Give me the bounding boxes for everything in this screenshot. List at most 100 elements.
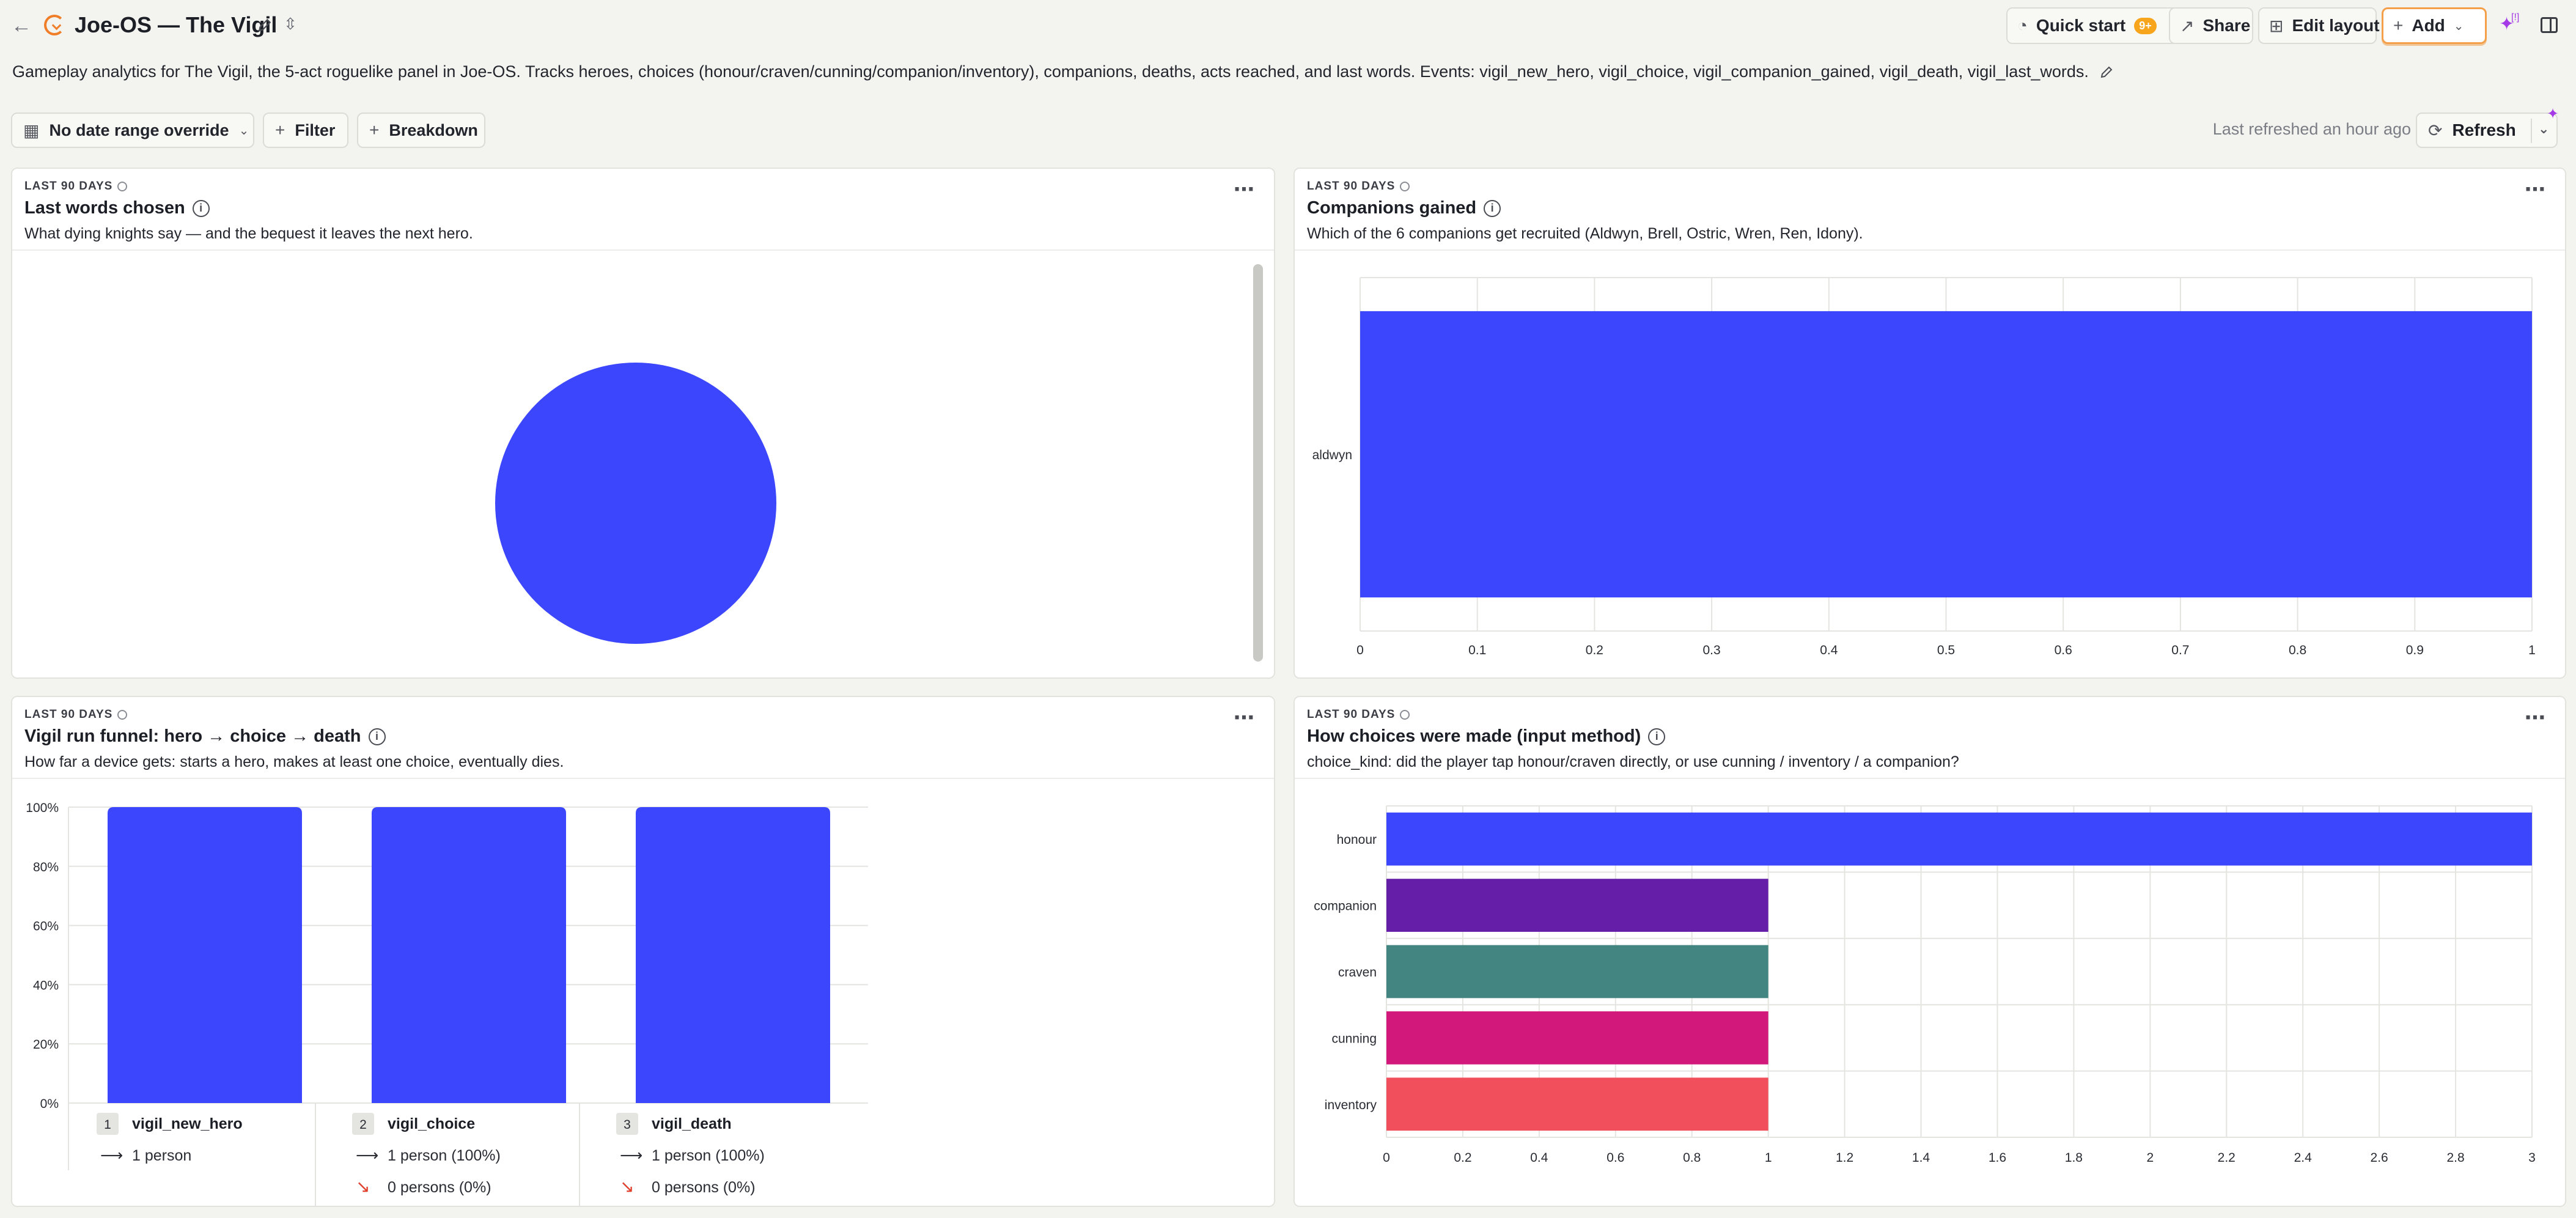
card-separator <box>12 778 1274 779</box>
step-count: 1 person (100%) <box>652 1147 765 1164</box>
card-title[interactable]: How choices were made (input method) i <box>1307 726 1666 747</box>
info-icon[interactable]: i <box>1648 728 1666 745</box>
step-name: vigil_new_hero <box>132 1115 243 1132</box>
card-title[interactable]: Last words chosen i <box>24 198 210 218</box>
clock-icon <box>1400 182 1410 191</box>
card-title[interactable]: Companions gained i <box>1307 198 1501 218</box>
x-tick-label: 0 <box>1356 643 1364 657</box>
refresh-button[interactable]: ⟳ Refresh ⌄ <box>2416 113 2558 148</box>
arrow-right-icon: ⟶ <box>620 1146 642 1164</box>
card-more-menu-icon[interactable]: ⋯ <box>2525 706 2547 729</box>
ai-sparkle-icon[interactable]: ✦ <box>2499 14 2515 34</box>
funnel-chart: 0% 20% 40% 60% 80% 100% 1 vigil_new_hero ⟶ 1 pers… <box>26 801 868 1206</box>
y-category-label: honour <box>1337 833 1377 847</box>
title-text: Last words chosen <box>24 198 185 218</box>
collapse-icon[interactable]: ⇳ <box>284 15 297 33</box>
x-tick-label: 2 <box>2146 1151 2154 1165</box>
step-name: vigil_choice <box>388 1115 475 1132</box>
refresh-label: Refresh <box>2452 120 2516 139</box>
plus-icon: + <box>275 120 285 139</box>
add-button[interactable]: + Add ⌄ <box>2382 7 2487 44</box>
ai-notification-badge: [!] <box>2511 12 2520 23</box>
date-range-label: No date range override <box>49 120 229 139</box>
card-title[interactable]: Vigil run funnel: hero → choice → death i <box>24 726 386 747</box>
card-more-menu-icon[interactable]: ⋯ <box>2525 178 2547 201</box>
funnel-step: 3 vigil_death ⟶ 1 person (100%) ↘ 0 persons (… <box>616 1113 765 1196</box>
x-tick-label: 1.8 <box>2065 1151 2083 1165</box>
bar <box>1386 879 1768 932</box>
y-tick-label: 60% <box>33 920 59 934</box>
back-arrow-icon[interactable]: ← <box>11 14 32 37</box>
step-index-badge <box>616 1113 638 1135</box>
arrow-right-icon: ⟶ <box>100 1146 123 1164</box>
choice-method-bar-chart: 0 0.2 0.4 0.6 0.8 1 1.2 1.4 1.6 1.8 2 2.2 2.4 2.6 2.8 3… <box>1314 805 2536 1165</box>
y-category-label: companion <box>1314 899 1377 914</box>
title-text: How choices were made (input method) <box>1307 726 1641 746</box>
card-subtitle: How far a device gets: starts a hero, ma… <box>24 753 564 770</box>
dashboard-description: Gameplay analytics for The Vigil, the 5-… <box>12 61 2114 82</box>
edit-description-pencil-icon[interactable] <box>2099 65 2114 79</box>
arrow-right-icon: ⟶ <box>356 1146 378 1164</box>
chevron-down-icon[interactable]: ⌄ <box>2453 19 2464 33</box>
share-label: Share <box>2202 16 2251 35</box>
calendar-icon: ▦ <box>23 120 40 140</box>
clock-icon <box>1400 710 1410 720</box>
x-tick-label: 1 <box>2528 643 2536 657</box>
card-subtitle: What dying knights say — and the bequest… <box>24 225 473 242</box>
refresh-options-chevron-icon[interactable]: ⌄ <box>2538 121 2550 136</box>
dropoff-arrow-icon: ↘ <box>356 1177 370 1196</box>
info-icon[interactable]: i <box>192 199 210 217</box>
scrollbar[interactable] <box>1253 264 1263 662</box>
y-category-label: cunning <box>1331 1032 1377 1046</box>
plus-icon: + <box>2393 16 2404 35</box>
info-icon[interactable]: i <box>368 728 386 745</box>
x-tick-label: 2.2 <box>2218 1151 2236 1165</box>
dropoff-arrow-icon: ↘ <box>620 1177 634 1196</box>
x-tick-label: 0.4 <box>1530 1151 1548 1165</box>
x-tick-label: 1.6 <box>1989 1151 2006 1165</box>
page-title[interactable]: Joe-OS — The Vigil <box>75 12 278 37</box>
card-range: LAST 90 DAYS <box>1307 180 1410 193</box>
date-range-select[interactable]: ▦ No date range override ⌄ <box>11 113 254 148</box>
range-label: LAST 90 DAYS <box>1307 180 1396 193</box>
x-tick-label: 0.4 <box>1820 643 1838 657</box>
funnel-step: 1 vigil_new_hero ⟶ 1 person <box>97 1113 243 1164</box>
side-panel-toggle-icon[interactable] <box>2541 17 2558 33</box>
card-more-menu-icon[interactable]: ⋯ <box>1234 178 1256 201</box>
card-choice-method: LAST 90 DAYS How choices were made (inpu… <box>1294 696 2566 1207</box>
filter-label: Filter <box>295 120 336 139</box>
card-range: LAST 90 DAYS <box>1307 708 1410 722</box>
add-label: Add <box>2412 16 2445 35</box>
funnel-step: 2 vigil_choice ⟶ 1 person (100%) ↘ 0 persons … <box>352 1113 501 1196</box>
y-category-label: inventory <box>1325 1098 1377 1112</box>
bar <box>1386 1011 1768 1065</box>
step-index: 1 <box>104 1118 111 1132</box>
edit-layout-label: Edit layout <box>2292 16 2380 35</box>
step-dropoff: 0 persons (0%) <box>388 1179 491 1196</box>
share-button[interactable]: ↗ Share <box>2169 7 2253 44</box>
bar <box>1360 311 2532 598</box>
x-tick-label: 2.8 <box>2446 1151 2464 1165</box>
edit-title-pencil-icon[interactable] <box>257 17 273 33</box>
edit-layout-button[interactable]: ⊞ Edit layout <box>2258 7 2380 44</box>
x-tick-label: 1 <box>1765 1151 1772 1165</box>
card-last-words: LAST 90 DAYS Last words chosen i What dyi… <box>11 168 1275 679</box>
x-tick-label: 1.4 <box>1912 1151 1930 1165</box>
sparkle-corner-icon: ✦ <box>2547 106 2559 122</box>
card-more-menu-icon[interactable]: ⋯ <box>1234 706 1256 729</box>
top-bar: ← Joe-OS — The Vigil ⇳ ◔ Quick start 9+ … <box>0 0 2576 53</box>
title-text: Companions gained <box>1307 198 1477 218</box>
step-index: 3 <box>624 1118 631 1132</box>
y-tick-label: 40% <box>33 978 59 992</box>
filter-button[interactable]: + Filter <box>263 113 348 148</box>
x-tick-label: 0.8 <box>2289 643 2306 657</box>
info-icon[interactable]: i <box>1484 199 1501 217</box>
x-tick-label: 0.5 <box>1937 643 1955 657</box>
x-tick-label: 2.4 <box>2294 1151 2313 1165</box>
step-name: vigil_death <box>652 1115 732 1132</box>
breakdown-button[interactable]: + Breakdown <box>357 113 485 148</box>
step-index: 2 <box>359 1118 367 1132</box>
x-tick-label: 0.2 <box>1454 1151 1471 1165</box>
plus-icon: + <box>369 120 380 139</box>
refresh-divider <box>2531 119 2532 143</box>
